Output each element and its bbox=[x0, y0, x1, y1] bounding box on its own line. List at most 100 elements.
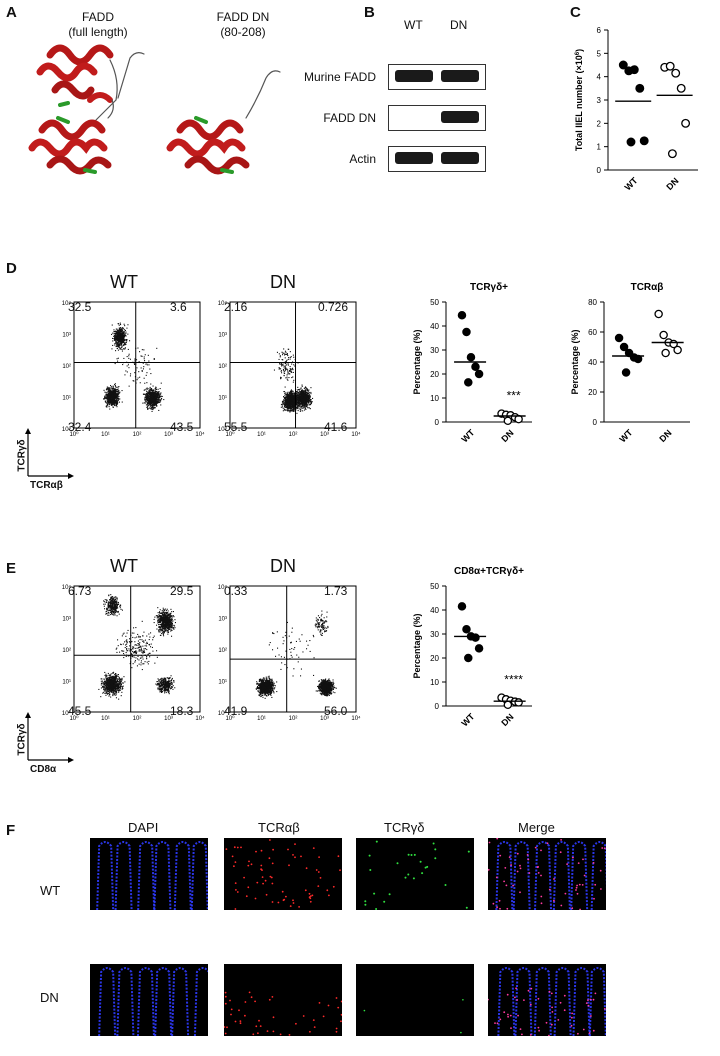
panel-label-c: C bbox=[570, 4, 581, 21]
fluorescent-cell bbox=[271, 862, 274, 865]
data-point bbox=[654, 309, 663, 319]
fluorescent-cell bbox=[317, 871, 320, 873]
fluorescent-cell bbox=[460, 1031, 462, 1034]
x-tick-label: 10² bbox=[289, 432, 298, 438]
fluorescent-cell bbox=[270, 876, 273, 879]
data-point bbox=[621, 368, 631, 377]
data-point bbox=[635, 83, 645, 93]
fluorescent-cell bbox=[260, 849, 263, 852]
flow-d-wt-ul: 32.5 bbox=[68, 300, 92, 314]
villus-outline bbox=[136, 967, 155, 1036]
fluorescent-cell bbox=[248, 991, 251, 994]
fluorescent-cell bbox=[577, 1032, 579, 1035]
x-tick-label: WT bbox=[617, 427, 634, 444]
y-tick-label: 2 bbox=[597, 119, 602, 128]
fluorescent-cell bbox=[309, 1030, 311, 1033]
fluorescent-cell bbox=[261, 876, 264, 878]
blot-band bbox=[395, 70, 433, 82]
fluorescent-cell bbox=[494, 1022, 496, 1024]
fluorescent-cell bbox=[548, 888, 551, 891]
y-tick-label: 50 bbox=[430, 298, 439, 307]
fluorescent-cell bbox=[271, 901, 274, 903]
event-dots bbox=[255, 610, 337, 699]
x-tick-label: DN bbox=[657, 428, 673, 444]
data-point bbox=[471, 362, 480, 372]
x-tick-label: DN bbox=[499, 428, 515, 444]
fluorescent-cell bbox=[506, 907, 509, 910]
fluorescent-cell bbox=[300, 855, 302, 858]
fluorescent-cell bbox=[264, 879, 267, 882]
data-point bbox=[667, 149, 677, 159]
chart-e-cd8-tcrgd: CD8α+TCRγδ+ 0 10 20 30 40 50 Percentage (%) WT DN… bbox=[412, 566, 532, 728]
y-tick-label: 3 bbox=[597, 96, 602, 105]
fluorescent-cell bbox=[560, 839, 562, 841]
fluorescent-cell bbox=[516, 999, 519, 1001]
y-tick-label: 0 bbox=[435, 702, 440, 711]
y-tick-label: 40 bbox=[430, 606, 439, 615]
flow-e-dn-ll: 41.9 bbox=[224, 704, 248, 718]
flow-e-title-wt: WT bbox=[110, 556, 138, 576]
fluorescent-cell bbox=[488, 998, 489, 1001]
fluorescent-cell bbox=[503, 1011, 506, 1014]
data-point bbox=[618, 60, 628, 70]
villus-outline bbox=[153, 841, 172, 910]
fluorescent-cell bbox=[537, 997, 540, 1000]
fluorescent-cell bbox=[407, 853, 410, 856]
fluorescent-cell bbox=[589, 998, 592, 1001]
flow-e-title-dn: DN bbox=[270, 556, 296, 576]
fluorescent-cell bbox=[548, 990, 551, 993]
fluorescent-cell bbox=[224, 991, 227, 994]
fluorescent-cell bbox=[279, 1033, 282, 1036]
fluorescent-cell bbox=[243, 876, 245, 879]
flow-d-wt-ll: 32.4 bbox=[68, 420, 92, 434]
fluorescent-cell bbox=[234, 882, 237, 884]
flow-d-dn-ul: 2.16 bbox=[224, 300, 248, 314]
villus-outline bbox=[533, 967, 552, 1036]
fluorescent-cell bbox=[585, 1002, 588, 1004]
fluorescent-cell bbox=[492, 902, 495, 905]
fluorescent-cell bbox=[328, 894, 330, 897]
fluorescent-cell bbox=[258, 1019, 260, 1022]
data-point bbox=[457, 310, 467, 320]
fluorescent-cell bbox=[234, 1020, 237, 1023]
fluorescent-cell bbox=[498, 899, 501, 902]
fluorescent-cell bbox=[516, 852, 519, 855]
fluorescent-cell bbox=[248, 860, 250, 863]
panel-label-b: B bbox=[364, 4, 375, 21]
fluorescent-cell bbox=[234, 861, 237, 863]
fluorescent-cell bbox=[269, 839, 271, 841]
fluorescent-cell bbox=[319, 877, 322, 879]
fluorescent-cell bbox=[496, 838, 499, 840]
micro-row-wt: WT bbox=[40, 883, 61, 898]
fluorescent-cell bbox=[373, 892, 376, 895]
fluorescent-cell bbox=[302, 1015, 305, 1017]
fluorescent-cell bbox=[272, 848, 274, 851]
data-point bbox=[466, 352, 476, 362]
data-point bbox=[503, 700, 513, 710]
micro-wt-tcrgd bbox=[356, 838, 474, 910]
data-point bbox=[619, 342, 629, 352]
villus-outline bbox=[497, 967, 516, 1036]
fluorescent-cell bbox=[224, 1002, 227, 1005]
fluorescent-cell bbox=[503, 880, 505, 883]
fluorescent-cell bbox=[594, 992, 597, 995]
fluorescent-cell bbox=[318, 856, 320, 858]
fluorescent-cell bbox=[255, 1025, 258, 1028]
fluorescent-cell bbox=[582, 1028, 585, 1031]
fluorescent-cell bbox=[339, 869, 341, 872]
data-point bbox=[471, 633, 480, 642]
y-tick-label: 10³ bbox=[218, 617, 227, 623]
fluorescent-cell bbox=[233, 846, 236, 849]
fluorescent-cell bbox=[265, 893, 268, 896]
fluorescent-cell bbox=[256, 881, 259, 884]
fluorescent-cell bbox=[368, 854, 371, 857]
y-axis-label: Percentage (%) bbox=[412, 613, 422, 678]
data-point bbox=[462, 624, 471, 634]
x-tick-label: WT bbox=[459, 427, 476, 444]
fluorescent-cell bbox=[255, 850, 257, 853]
x-tick-label: 10³ bbox=[164, 432, 173, 438]
fluorescent-cell bbox=[309, 897, 312, 900]
fluorescent-cell bbox=[308, 892, 311, 895]
y-tick-label: 50 bbox=[430, 582, 439, 591]
fluorescent-cell bbox=[226, 1026, 228, 1029]
